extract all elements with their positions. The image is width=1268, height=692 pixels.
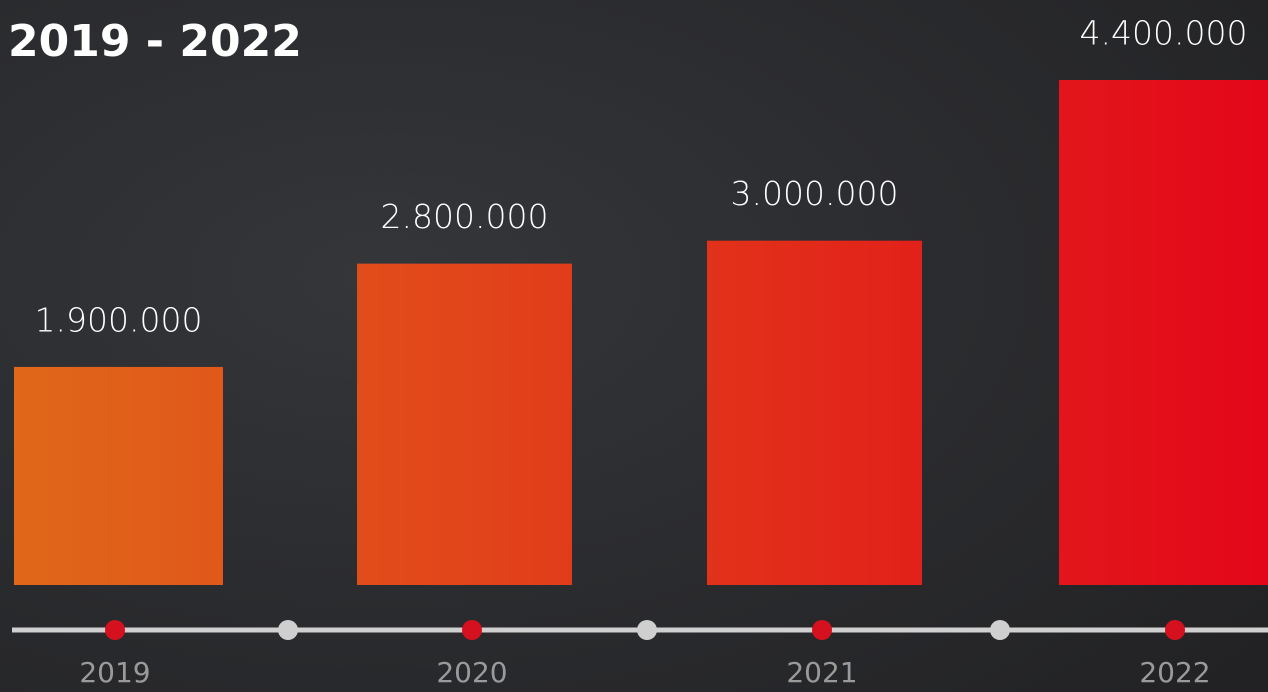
- timeline-dot: [990, 620, 1010, 640]
- timeline-dot: [1165, 620, 1185, 640]
- x-tick-label: 2022: [1139, 656, 1210, 689]
- bar: [14, 366, 223, 585]
- x-tick-label: 2020: [436, 656, 507, 689]
- bar: [707, 240, 922, 585]
- chart-title: 2019 - 2022: [8, 16, 302, 67]
- x-tick-label: 2021: [786, 656, 857, 689]
- timeline-dot: [812, 620, 832, 640]
- value-label: 2.800.000: [381, 197, 549, 236]
- bar: [1059, 80, 1268, 585]
- value-label: 1.900.000: [35, 300, 203, 339]
- x-tick-label: 2019: [79, 656, 150, 689]
- timeline-dot: [278, 620, 298, 640]
- value-label: 3.000.000: [731, 174, 899, 213]
- bar: [357, 263, 572, 585]
- timeline-dot: [462, 620, 482, 640]
- value-label: 4.400.000: [1080, 14, 1248, 53]
- timeline-dot: [637, 620, 657, 640]
- timeline-dot: [105, 620, 125, 640]
